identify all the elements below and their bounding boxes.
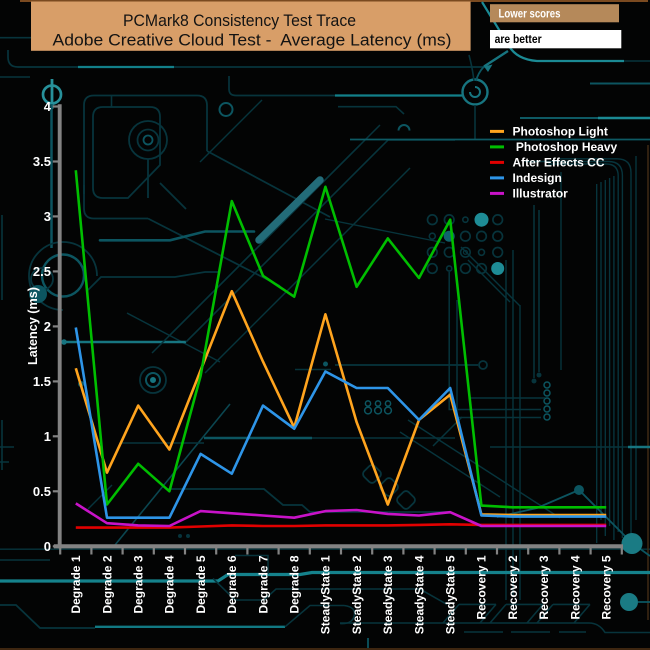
svg-text:Degrade 1: Degrade 1 <box>69 555 83 613</box>
svg-text:3.5: 3.5 <box>33 154 51 169</box>
svg-text:Indesign: Indesign <box>513 171 562 185</box>
svg-text:are better: are better <box>495 32 542 46</box>
svg-text:Degrade 2: Degrade 2 <box>100 555 114 613</box>
svg-text:SteadyState 4: SteadyState 4 <box>412 555 426 634</box>
svg-text:Degrade 6: Degrade 6 <box>225 555 239 613</box>
svg-text:Recovery 1: Recovery 1 <box>475 555 489 619</box>
svg-text:1: 1 <box>44 429 51 444</box>
svg-text:4: 4 <box>44 99 52 114</box>
svg-text:SteadyState 3: SteadyState 3 <box>381 555 395 634</box>
svg-text:Recovery 3: Recovery 3 <box>537 555 551 619</box>
svg-text:Degrade 5: Degrade 5 <box>194 555 208 613</box>
svg-text:3: 3 <box>44 209 51 224</box>
svg-text:1.5: 1.5 <box>33 374 51 389</box>
svg-text:After Effects CC: After Effects CC <box>513 156 605 170</box>
svg-text:Degrade 8: Degrade 8 <box>288 555 302 613</box>
svg-text:Photoshop Light: Photoshop Light <box>513 125 608 139</box>
svg-text:Recovery 4: Recovery 4 <box>568 555 582 619</box>
svg-text:SteadyState 2: SteadyState 2 <box>350 555 364 634</box>
svg-text:Recovery 5: Recovery 5 <box>600 555 614 619</box>
svg-text:Recovery 2: Recovery 2 <box>506 555 520 619</box>
svg-text:Degrade 7: Degrade 7 <box>256 555 270 613</box>
svg-text:2.5: 2.5 <box>33 264 51 279</box>
svg-text:Adobe Creative Cloud Test - A: Adobe Creative Cloud Test - Average Late… <box>53 32 452 50</box>
svg-text:Degrade 4: Degrade 4 <box>163 555 177 613</box>
svg-text:0.5: 0.5 <box>33 484 51 499</box>
svg-text:2: 2 <box>44 319 51 334</box>
svg-text:0: 0 <box>44 539 51 554</box>
svg-text:Latency (ms): Latency (ms) <box>25 287 40 365</box>
svg-text:Illustrator: Illustrator <box>513 187 569 201</box>
svg-text:Lower scores: Lower scores <box>499 7 561 21</box>
svg-text:Photoshop Heavy: Photoshop Heavy <box>513 140 618 154</box>
svg-text:PCMark8 Consistency Test Trace: PCMark8 Consistency Test Trace <box>123 12 356 30</box>
svg-text:Degrade 3: Degrade 3 <box>132 555 146 613</box>
svg-text:SteadyState 1: SteadyState 1 <box>319 555 333 634</box>
svg-text:SteadyState 5: SteadyState 5 <box>444 555 458 634</box>
